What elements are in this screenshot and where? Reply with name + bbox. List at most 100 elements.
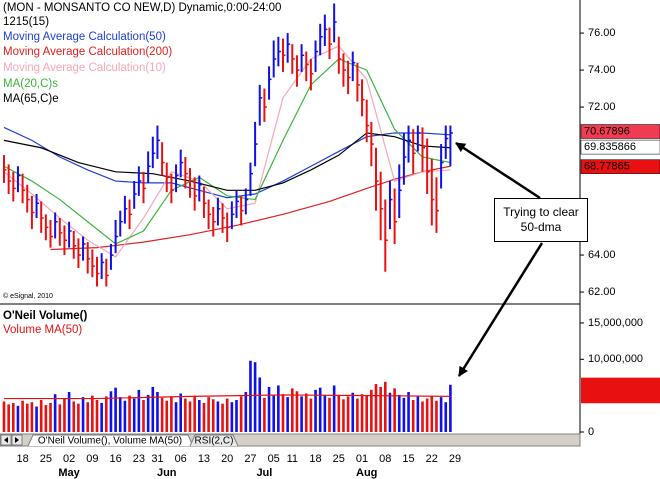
y-tick-label: 10,000,000 [588, 353, 643, 365]
volume-bar [258, 377, 262, 432]
x-tick-label: 06 [175, 453, 187, 465]
x-tick-label: 16 [109, 453, 121, 465]
volume-bar [225, 398, 229, 432]
volume-bar [402, 397, 406, 432]
x-tick-label: 02 [63, 453, 75, 465]
volume-bar [295, 391, 299, 432]
volume-bar [328, 397, 331, 432]
volume-bar [188, 401, 192, 432]
volume-bar [342, 399, 345, 432]
volume-bar [300, 396, 303, 432]
legend-entry: O'Neil Volume() [3, 310, 87, 322]
x-tick-label: 27 [244, 453, 256, 465]
volume-bar [95, 400, 99, 432]
price-tag-label: 70.67896 [584, 125, 630, 137]
volume-bar [170, 396, 173, 432]
volume-bar [16, 405, 20, 432]
volume-bar [332, 385, 336, 432]
ma-line [3, 132, 451, 191]
volume-bar [244, 392, 248, 432]
volume-bar [365, 395, 368, 432]
volume-bar [2, 401, 6, 432]
volume-bar [137, 389, 141, 432]
volume-bar [211, 399, 215, 432]
volume-tag-box [581, 377, 660, 392]
price-tag-label: 68.77865 [584, 161, 630, 173]
volume-bar [411, 400, 415, 432]
volume-bar [384, 381, 387, 432]
y-tick-label: 0 [588, 426, 594, 438]
volume-bar [379, 386, 382, 432]
legend-entry: Volume MA(50) [3, 324, 82, 336]
x-tick-label: 29 [449, 453, 461, 465]
x-tick-label: 20 [221, 453, 233, 465]
volume-bar [351, 392, 355, 432]
volume-bar [435, 400, 438, 432]
x-tick-label: 09 [86, 453, 98, 465]
volume-bar [12, 402, 15, 432]
volume-bar [198, 400, 201, 432]
ma-line [3, 45, 451, 258]
volume-bar [304, 393, 308, 432]
tab-rsi[interactable] [189, 434, 239, 447]
volume-bar [388, 392, 392, 432]
y-tick-label: 72.00 [588, 101, 616, 113]
volume-bar [207, 397, 210, 432]
price-tag: 70.67896 [580, 124, 660, 139]
volume-bar [309, 398, 313, 432]
x-tick-label: 15 [402, 453, 414, 465]
volume-bar [35, 406, 38, 432]
volume-bar [374, 384, 378, 432]
volume-bar [123, 400, 127, 432]
volume-bar [393, 388, 396, 432]
volume-bar [263, 397, 266, 432]
interval-label: 1215(15) [3, 16, 49, 28]
volume-bar [67, 392, 71, 432]
ma-line [3, 126, 451, 199]
volume-bar [63, 398, 66, 432]
month-label: Jun [157, 467, 177, 479]
price-tag: 68.77865 [580, 159, 660, 174]
tab-volume[interactable] [27, 434, 194, 447]
y-tick-label: 64.00 [588, 249, 616, 261]
x-tick-label: 22 [426, 453, 438, 465]
arrow [455, 141, 541, 200]
price-tag-box [580, 124, 660, 139]
annotation: Trying to clear 50-dma [494, 198, 588, 242]
legend-entry: Moving Average Calculation(10) [3, 62, 166, 74]
volume-bar [407, 392, 410, 432]
volume-bar [179, 393, 182, 432]
x-tick-label: 25 [333, 453, 345, 465]
month-label: May [58, 467, 80, 479]
volume-bar [346, 396, 350, 432]
volume-bar [30, 402, 34, 432]
legend-entry: Moving Average Calculation(200) [3, 46, 172, 58]
volume-bar [277, 385, 280, 432]
volume-bar [21, 400, 24, 432]
volume-bar [81, 397, 85, 432]
ma-line [3, 58, 451, 245]
copyright: © eSignal, 2010 [3, 292, 53, 300]
volume-bar [397, 394, 401, 432]
volume-bar [39, 400, 43, 432]
volume-bar [239, 396, 243, 432]
legend-entry: MA(20,C)s [3, 78, 58, 90]
volume-bar [25, 403, 29, 432]
volume-bar [444, 402, 448, 432]
volume-bar [114, 387, 117, 432]
volume-bar [49, 402, 52, 432]
volume-bar [151, 386, 155, 432]
volume-bar [430, 395, 434, 432]
x-tick-label: 31 [151, 453, 163, 465]
volume-bar [44, 405, 48, 432]
symbol-label: (MON - MONSANTO CO NEW,D) Dynamic,0:00-2… [3, 2, 281, 14]
volume-bar [267, 386, 271, 432]
price-tag-box [580, 159, 660, 174]
legend-entry: Moving Average Calculation(50) [3, 31, 166, 43]
price-tag-label: 69.835866 [584, 141, 636, 153]
volume-bar [72, 401, 76, 432]
x-tick-label: 11 [287, 453, 298, 465]
volume-bar [100, 402, 103, 432]
volume-bar [193, 395, 196, 432]
